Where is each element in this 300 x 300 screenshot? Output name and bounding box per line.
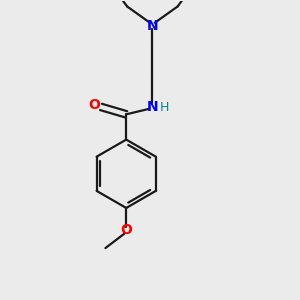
Text: O: O — [120, 223, 132, 237]
Text: O: O — [88, 98, 101, 112]
Text: N: N — [147, 19, 158, 33]
Text: H: H — [160, 101, 170, 114]
Text: N: N — [147, 100, 158, 115]
